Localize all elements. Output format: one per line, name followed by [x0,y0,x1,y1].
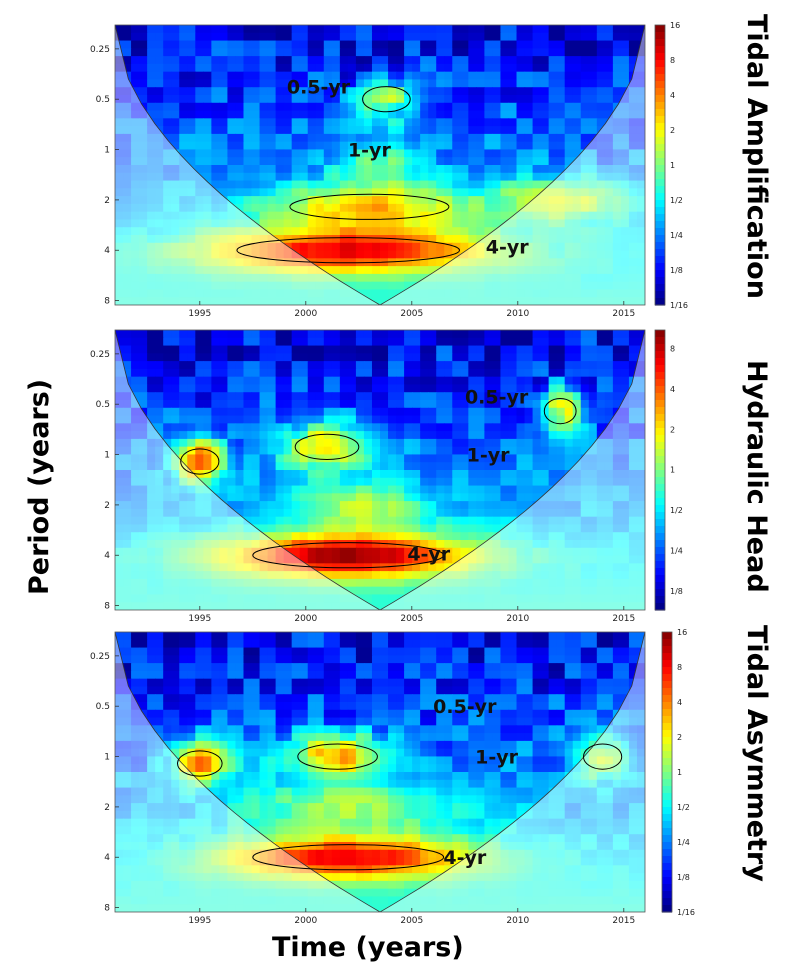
y-tick-label: 8 [104,904,110,914]
x-tick-label: 2015 [612,309,635,319]
y-tick-label: 4 [104,246,110,256]
significance-contour [236,237,461,264]
significance-contour [294,433,360,460]
cone-of-influence-line [115,25,645,305]
period-annotation: 4-yr [407,543,450,565]
y-tick-label: 2 [104,501,110,511]
colorbar-1: 16 8 4 2 1 1/2 1/4 1/8 1/16 [654,21,688,310]
colorbar-tick-label: 8 [677,663,682,672]
x-tick-label: 2000 [294,309,317,319]
colorbar-tick-label: 4 [670,385,675,394]
colorbar-tick-label: 1 [670,161,675,170]
cone-of-influence-line [115,330,645,610]
x-tick-label: 2000 [294,614,317,624]
x-tick-label: 2010 [506,614,529,624]
colorbar-tick-label: 1/8 [670,266,683,275]
x-tick-label: 1995 [188,614,211,624]
significance-contour [362,86,411,113]
cone-of-influence-line [115,632,645,912]
significance-contour [583,743,623,770]
colorbar-tick-label: 1/2 [670,506,683,515]
period-annotation: 0.5-yr [465,387,529,409]
x-tick-label: 2015 [612,614,635,624]
y-tick-label: 1 [104,146,110,156]
colorbar-tick-label: 1 [677,768,682,777]
heatmap-cells [115,330,645,610]
colorbar-tick-label: 4 [677,698,682,707]
colorbar-tick-label: 16 [677,628,687,637]
significance-contour [297,743,378,770]
cone-of-influence-shading [115,632,645,912]
colorbar-tick-label: 1/16 [677,908,695,917]
colorbar-tick-label: 1/4 [670,231,683,240]
period-annotation: 1-yr [467,445,510,467]
y-tick-label: 1 [104,753,110,763]
x-tick-label: 2015 [612,916,635,926]
period-annotation: 0.5-yr [287,77,351,99]
plot-frame [114,329,646,611]
cone-of-influence-shading [115,330,645,610]
colorbar-tick-label: 2 [677,733,682,742]
x-tick-label: 1995 [188,309,211,319]
y-tick-label: 4 [104,551,110,561]
y-tick-label: 0.5 [96,702,110,712]
y-tick-label: 4 [104,853,110,863]
colorbar-tick-label: 1/2 [670,196,683,205]
colorbar-tick-label: 1/8 [670,587,683,596]
significance-contour [252,844,445,871]
cone-of-influence-shading [115,25,645,305]
x-tick-label: 2005 [400,614,423,624]
period-annotation: 1-yr [348,140,391,162]
x-axis-title: Time (years) [272,932,464,963]
significance-contour [289,193,450,220]
y-tick-label: 0.25 [90,45,110,55]
period-annotation: 4-yr [486,237,529,259]
heatmap-cells [115,632,645,912]
period-annotation: 1-yr [475,747,518,769]
colorbar-tick-label: 8 [670,56,675,65]
colorbar-tick-label: 16 [670,21,680,30]
colorbar-tick-label: 1/8 [677,873,690,882]
colorbar-tick-label: 1 [670,466,675,475]
wavelet-panel-2: 0.25 0.5 1 2 4 8 1995 2000 2005 2010 2015 0.5-yr 1-y… [90,329,683,624]
y-tick-label: 2 [104,196,110,206]
plot-frame [114,24,646,306]
significance-contour [543,398,577,425]
heatmap-cells [115,25,645,305]
x-tick-label: 2005 [400,309,423,319]
y-tick-label: 1 [104,451,110,461]
y-tick-label: 2 [104,803,110,813]
y-tick-label: 8 [104,602,110,612]
y-tick-label: 0.5 [96,95,110,105]
y-tick-label: 0.5 [96,400,110,410]
colorbar-2: 8 4 2 1 1/2 1/4 1/8 [654,329,683,611]
plot-frame [114,631,646,913]
colorbar-tick-label: 1/16 [670,301,688,310]
period-annotation: 4-yr [443,847,486,869]
x-tick-label: 2005 [400,916,423,926]
colorbar-tick-label: 1/4 [677,838,690,847]
significance-contour [180,448,220,475]
x-tick-label: 1995 [188,916,211,926]
x-tick-label: 2010 [506,309,529,319]
y-tick-label: 0.25 [90,350,110,360]
colorbar-tick-label: 2 [670,126,675,135]
x-tick-label: 2010 [506,916,529,926]
wavelet-panel-1: 0.25 0.5 1 2 4 8 1995 2000 2005 2010 2015 0.5-yr 1-y… [90,21,688,319]
colorbar-3: 16 8 4 2 1 1/2 1/4 1/8 1/16 [661,628,695,917]
x-tick-label: 2000 [294,916,317,926]
colorbar-tick-label: 1/2 [677,803,690,812]
colorbar-tick-label: 1/4 [670,546,683,555]
significance-contour [177,750,223,777]
colorbar-tick-label: 8 [670,345,675,354]
wavelet-panel-3: 0.25 0.5 1 2 4 8 1995 2000 2005 2010 2015 0.5-yr 1-y… [90,628,695,926]
significance-contour [252,542,445,569]
period-annotation: 0.5-yr [433,696,497,718]
colorbar-tick-label: 2 [670,425,675,434]
y-tick-label: 0.25 [90,652,110,662]
y-tick-label: 8 [104,297,110,307]
colorbar-tick-label: 4 [670,91,675,100]
